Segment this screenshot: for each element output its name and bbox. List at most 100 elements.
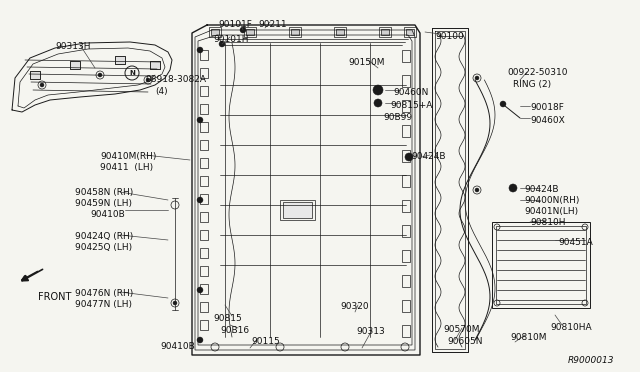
Bar (402, 225, 410, 237)
Text: 90460X: 90460X (530, 116, 564, 125)
Bar (200, 284, 208, 294)
Text: 90411  (LH): 90411 (LH) (100, 163, 153, 172)
Text: 90425Q (LH): 90425Q (LH) (75, 243, 132, 252)
Bar (200, 230, 208, 240)
Bar (402, 300, 410, 312)
Circle shape (509, 184, 517, 192)
Circle shape (405, 153, 413, 161)
Bar (381, 29, 389, 35)
Text: R9000013: R9000013 (568, 356, 614, 365)
Text: 90410B: 90410B (90, 210, 125, 219)
Circle shape (219, 41, 225, 47)
Bar (496, 226, 586, 304)
Bar (200, 176, 208, 186)
Bar (291, 29, 299, 35)
Bar (200, 320, 208, 330)
Bar (404, 27, 416, 37)
Text: 90458N (RH): 90458N (RH) (75, 188, 133, 197)
Bar (200, 158, 208, 168)
Circle shape (173, 301, 177, 305)
Text: 90410B: 90410B (160, 342, 195, 351)
Bar (283, 202, 312, 218)
Bar (246, 29, 254, 35)
Text: 90810M: 90810M (510, 333, 547, 342)
Text: 90400N(RH): 90400N(RH) (524, 196, 579, 205)
Text: 90410M(RH): 90410M(RH) (100, 152, 156, 161)
Bar (200, 248, 208, 258)
Circle shape (374, 99, 382, 107)
Text: 90424Q (RH): 90424Q (RH) (75, 232, 133, 241)
Bar (402, 75, 410, 87)
Text: 90451A: 90451A (558, 238, 593, 247)
Text: 90815: 90815 (213, 314, 242, 323)
Text: 90B99: 90B99 (383, 113, 412, 122)
Bar (402, 100, 410, 112)
Bar (200, 68, 208, 78)
Bar (209, 27, 221, 37)
Circle shape (98, 73, 102, 77)
Bar (70, 61, 80, 69)
Bar (200, 194, 208, 204)
Text: 90459N (LH): 90459N (LH) (75, 199, 132, 208)
Circle shape (40, 83, 44, 87)
Bar (336, 29, 344, 35)
Text: 90570M: 90570M (443, 325, 479, 334)
Text: 90115: 90115 (251, 337, 280, 346)
Bar (200, 86, 208, 96)
Text: 90211: 90211 (258, 20, 287, 29)
Bar (402, 275, 410, 287)
Bar (30, 71, 40, 79)
Text: 90313H: 90313H (55, 42, 90, 51)
Circle shape (500, 101, 506, 107)
Bar (402, 150, 410, 162)
Bar (406, 29, 414, 35)
Text: 90401N(LH): 90401N(LH) (524, 207, 578, 216)
Text: 90810HA: 90810HA (550, 323, 591, 332)
Bar (200, 266, 208, 276)
Circle shape (373, 85, 383, 95)
Circle shape (240, 27, 246, 33)
Bar (334, 27, 346, 37)
Circle shape (197, 287, 203, 293)
Text: N: N (129, 70, 135, 76)
Bar (150, 61, 160, 69)
Text: (4): (4) (155, 87, 168, 96)
Bar (402, 200, 410, 212)
Bar (211, 29, 219, 35)
Bar (30, 71, 40, 79)
Circle shape (197, 337, 203, 343)
Text: 90101H: 90101H (213, 35, 248, 44)
Text: 90460N: 90460N (393, 88, 428, 97)
Bar (402, 50, 410, 62)
Bar (379, 27, 391, 37)
Bar (200, 302, 208, 312)
Circle shape (146, 78, 150, 82)
Bar (492, 222, 590, 308)
Circle shape (475, 188, 479, 192)
Bar (289, 27, 301, 37)
Bar (200, 140, 208, 150)
Bar (402, 175, 410, 187)
Text: 00922-50310: 00922-50310 (507, 68, 568, 77)
Text: 08918-3082A: 08918-3082A (145, 75, 206, 84)
Text: 90320: 90320 (340, 302, 369, 311)
Text: 90150M: 90150M (348, 58, 385, 67)
Text: 90810H: 90810H (530, 218, 566, 227)
Circle shape (197, 47, 203, 53)
Text: 90B16: 90B16 (220, 326, 249, 335)
Bar (150, 61, 160, 69)
Bar (200, 50, 208, 60)
Text: 90477N (LH): 90477N (LH) (75, 300, 132, 309)
Bar (200, 212, 208, 222)
Text: 90424B: 90424B (411, 152, 445, 161)
Text: RING (2): RING (2) (513, 80, 551, 89)
Bar (115, 56, 125, 64)
Circle shape (197, 117, 203, 123)
Text: 90101F: 90101F (218, 20, 252, 29)
Bar (244, 27, 256, 37)
Text: 90424B: 90424B (524, 185, 559, 194)
Bar (402, 325, 410, 337)
Bar (402, 250, 410, 262)
Text: 90018F: 90018F (530, 103, 564, 112)
Bar (115, 56, 125, 64)
